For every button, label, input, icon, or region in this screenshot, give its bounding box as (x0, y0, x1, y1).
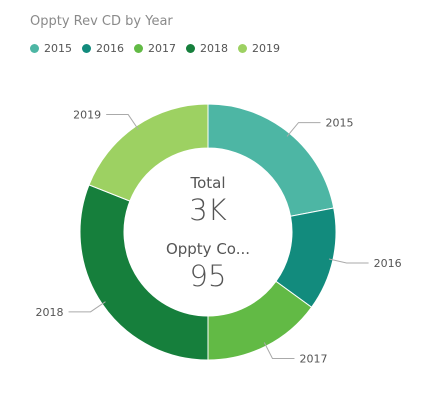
legend-label: 2016 (96, 42, 124, 55)
legend-label: 2019 (252, 42, 280, 55)
slice-label-2016: 2016 (374, 257, 402, 270)
leader-line-2018 (68, 301, 106, 313)
legend: 2015 2016 2017 2018 2019 (30, 42, 290, 55)
legend-label: 2015 (44, 42, 72, 55)
slice-label-2015: 2015 (326, 117, 354, 130)
legend-label: 2017 (148, 42, 176, 55)
legend-dot-icon (238, 44, 247, 53)
legend-dot-icon (134, 44, 143, 53)
donut-slice-2015[interactable] (207, 103, 335, 217)
legend-label: 2018 (200, 42, 228, 55)
leader-line-2017 (263, 342, 295, 360)
center-value-total: 3K (189, 193, 226, 227)
donut-slice-2018[interactable] (79, 184, 209, 361)
legend-dot-icon (186, 44, 195, 53)
donut-slice-2019[interactable] (88, 103, 209, 202)
legend-dot-icon (82, 44, 91, 53)
legend-item-2018[interactable]: 2018 (186, 42, 228, 55)
center-caption-oppty-count: Oppty Co... (166, 240, 250, 258)
center-caption-total: Total (189, 174, 225, 192)
legend-item-2019[interactable]: 2019 (238, 42, 280, 55)
leader-line-2019 (106, 114, 139, 130)
legend-dot-icon (30, 44, 39, 53)
legend-item-2015[interactable]: 2015 (30, 42, 72, 55)
leader-line-2016 (328, 258, 369, 264)
slice-label-2017: 2017 (299, 353, 327, 366)
center-value-oppty-count: 95 (190, 259, 227, 293)
slice-label-2019: 2019 (73, 109, 101, 122)
leader-line-2015 (286, 122, 321, 137)
slice-label-2018: 2018 (36, 306, 64, 319)
legend-item-2016[interactable]: 2016 (82, 42, 124, 55)
chart-title: Oppty Rev CD by Year (30, 14, 173, 29)
legend-item-2017[interactable]: 2017 (134, 42, 176, 55)
